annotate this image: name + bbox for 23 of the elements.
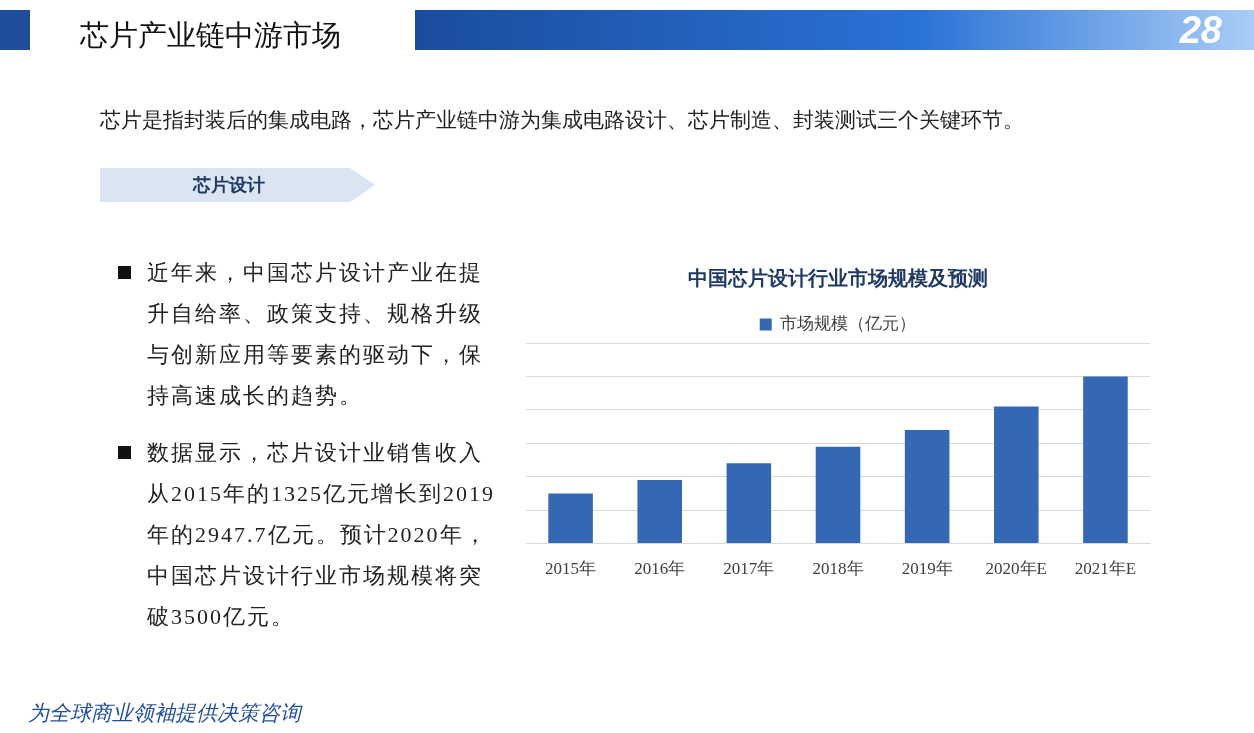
text: 为全球商业领袖提供决策咨询 <box>28 700 301 727</box>
bar <box>548 493 593 544</box>
x-tick-label: 2019年 <box>901 559 953 579</box>
text: 近年来，中国芯片设计产业在提升自给率、政策支持、规格升级与创新应用等要素的驱动下，保持高速成长的趋势。 <box>147 259 484 410</box>
x-tick-label: 2016年 <box>634 559 686 579</box>
text: 数据显示，芯片设计业销售收入从2015年的1325亿元增长到2019年的2947.7亿元。预计2020年，中国芯片设计行业市场规模将突破3500亿元。 <box>147 439 496 631</box>
bar <box>904 429 950 544</box>
text: 芯片是指封装后的集成电路，芯片产业链中游为集成电路设计、芯片制造、封装测试三个关键环节。 <box>100 107 1024 134</box>
legend-label: 市场规模（亿元） <box>780 314 917 334</box>
bar <box>1083 376 1128 544</box>
x-tick-label: 2017年 <box>723 559 775 579</box>
x-tick-label: 2018年 <box>812 559 864 579</box>
text: 芯片设计 <box>193 174 265 197</box>
x-tick-label: 2015年 <box>545 559 597 579</box>
bar <box>726 463 772 544</box>
bar <box>994 406 1039 544</box>
bar <box>815 446 861 544</box>
x-tick-label: 2021年E <box>1074 559 1137 579</box>
text: 芯片产业链中游市场 <box>80 18 341 53</box>
chart-title: 中国芯片设计行业市场规模及预测 <box>688 267 988 290</box>
text: 28 <box>1179 9 1222 51</box>
bar <box>637 480 682 544</box>
x-tick-label: 2020年E <box>985 559 1047 579</box>
